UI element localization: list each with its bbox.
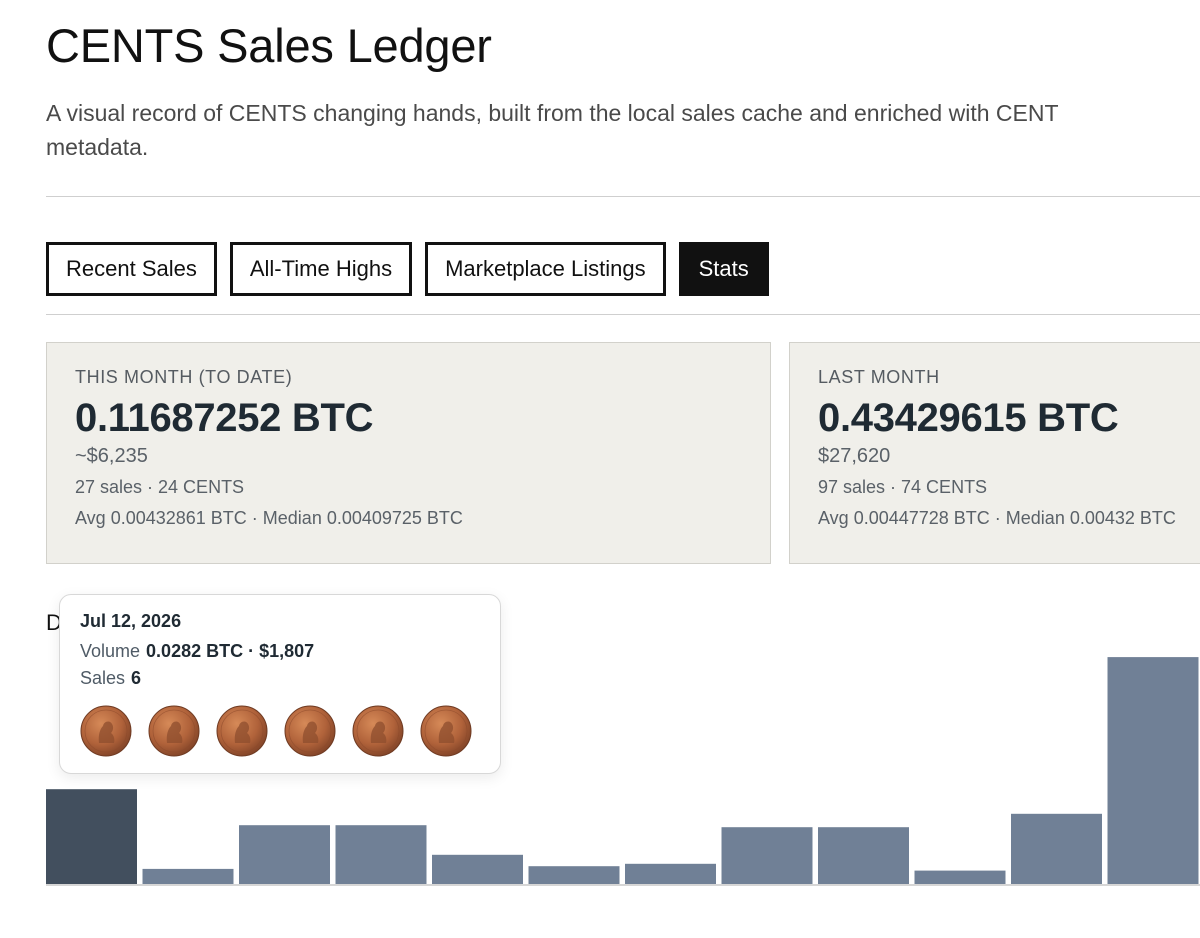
card-avg-median: Avg 0.00447728 BTC · Median 0.00432 BTC [818,508,1176,528]
card-label: LAST MONTH [818,367,940,387]
chart-bar[interactable] [914,870,1006,884]
card-btc-value: 0.43429615 BTC [818,396,1119,440]
tooltip-date: Jul 12, 2026 [80,611,182,631]
card-btc-value: 0.11687252 BTC [75,396,374,440]
last-month-card: LAST MONTH 0.43429615 BTC $27,620 97 sal… [789,342,1200,564]
chart-tooltip: Jul 12, 2026 Volume 0.0282 BTC · $1,807 S… [59,594,501,774]
card-usd-value: $27,620 [818,445,891,467]
chart-bar[interactable] [1107,657,1199,884]
chart-bar[interactable] [239,825,330,884]
penny-coin-icon[interactable] [420,705,472,757]
tab-bar: Recent Sales All-Time Highs Marketplace … [46,242,769,296]
tab-recent-sales[interactable]: Recent Sales [46,242,217,296]
chart-title: D [46,610,62,635]
tab-marketplace-listings[interactable]: Marketplace Listings [425,242,666,296]
daily-volume-chart [46,657,1199,884]
tooltip-sales-label: Sales [80,668,126,688]
tooltip-volume-label: Volume [80,641,141,661]
card-sales-count: 97 sales · 74 CENTS [818,477,988,497]
tooltip-volume-row: Volume 0.0282 BTC · $1,807 [80,641,480,662]
card-avg-median: Avg 0.00432861 BTC · Median 0.00409725 B… [75,508,463,528]
tabs-divider [46,314,1200,315]
header-divider [46,196,1200,197]
chart-bar[interactable] [721,827,813,884]
chart-bar[interactable] [142,868,234,884]
tooltip-volume-value: 0.0282 BTC · $1,807 [146,641,315,661]
penny-coin-icon[interactable] [148,705,200,757]
this-month-card: THIS MONTH (TO DATE) 0.11687252 BTC ~$6,… [46,342,771,564]
chart-bar[interactable] [335,825,427,884]
card-usd-value: ~$6,235 [75,445,148,467]
chart-bar[interactable] [46,789,137,884]
chart-bar[interactable] [1011,813,1102,884]
tab-stats[interactable]: Stats [678,242,769,296]
chart-baseline [46,884,1200,886]
penny-coin-icon[interactable] [80,705,132,757]
chart-bar[interactable] [528,866,620,884]
penny-coin-icon[interactable] [352,705,404,757]
chart-bar[interactable] [818,827,909,884]
tooltip-sales-value: 6 [131,668,142,688]
tooltip-coin-thumbnails [80,705,480,757]
tooltip-sales-row: Sales 6 [80,668,480,689]
tab-all-time-highs[interactable]: All-Time Highs [229,242,413,296]
chart-bar[interactable] [625,863,716,884]
page-title: CENTS Sales Ledger [46,19,492,72]
page-subtitle: A visual record of CENTS changing hands,… [46,100,1059,160]
card-label: THIS MONTH (TO DATE) [75,367,293,387]
penny-coin-icon[interactable] [284,705,336,757]
chart-bar[interactable] [432,854,523,884]
penny-coin-icon[interactable] [216,705,268,757]
card-sales-count: 27 sales · 24 CENTS [75,477,245,497]
